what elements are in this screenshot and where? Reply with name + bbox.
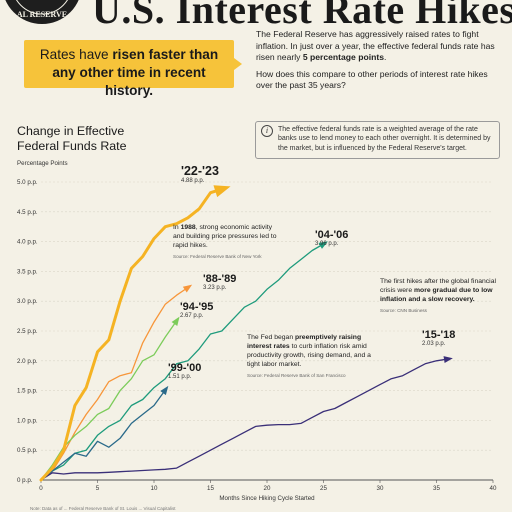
x-tick-label: 0 xyxy=(39,485,43,492)
series-line xyxy=(40,243,325,481)
intro-text-end: . xyxy=(384,52,387,62)
series-label-22-23: '22-'23 4.88 p.p. xyxy=(181,164,219,185)
info-box: i The effective federal funds rate is a … xyxy=(255,121,500,159)
series-value: 2.67 p.p. xyxy=(180,313,204,319)
series-value: 4.88 p.p. xyxy=(181,178,205,184)
y-tick-label: 3.5 p.p. xyxy=(17,268,38,275)
series-line xyxy=(39,187,224,482)
intro-text: The Federal Reserve has aggressively rai… xyxy=(256,29,506,97)
note-1999-post: to curb inflation risk amid productivity… xyxy=(247,343,371,368)
y-axis-label: Percentage Points xyxy=(17,160,68,167)
x-tick-label: 15 xyxy=(207,485,214,492)
series-arrowhead xyxy=(318,241,328,249)
note-1988-source: Source: Federal Reserve Bank of New York xyxy=(173,254,262,259)
note-1988-pre: In xyxy=(173,224,181,231)
series-name: '94-'95 xyxy=(180,301,214,313)
series-label-04-06: '04-'06 3.96 p.p. xyxy=(315,229,348,248)
series-arrowhead xyxy=(182,284,193,293)
callout-arrow xyxy=(234,58,242,70)
note-1999: The Fed began preemptively raising inter… xyxy=(247,333,377,380)
x-tick-label: 5 xyxy=(96,485,100,492)
series-arrowhead xyxy=(213,185,231,198)
y-tick-label: 5.0 p.p. xyxy=(17,179,38,186)
note-1999-pre: The Fed began xyxy=(247,334,295,341)
series-arrowhead xyxy=(160,385,169,396)
series-line xyxy=(40,389,166,481)
note-1999-source: Source: Federal Reserve Bank of San Fran… xyxy=(247,373,346,378)
y-tick-label: 2.0 p.p. xyxy=(17,358,38,365)
series-label-88-89: '88-'89 3.23 p.p. xyxy=(203,273,236,292)
note-1988-post: , strong economic activity and building … xyxy=(173,224,277,249)
note-2015: The first hikes after the global financi… xyxy=(380,277,502,315)
series-arrowhead xyxy=(171,316,180,326)
y-tick-label: 4.0 p.p. xyxy=(17,239,38,246)
x-tick-label: 30 xyxy=(377,485,384,492)
footer-note: Note: Data as of ... Federal Reserve Ban… xyxy=(30,506,176,511)
page-title: U.S. Interest Rate Hikes xyxy=(92,0,512,32)
series-label-99-00: '99-'00 1.51 p.p. xyxy=(168,362,201,381)
y-tick-label: 1.5 p.p. xyxy=(17,388,38,395)
x-axis-label: Months Since Hiking Cycle Started xyxy=(219,495,315,502)
intro-text-1: The Federal Reserve has aggressively rai… xyxy=(256,29,495,62)
intro-bold: 5 percentage points xyxy=(302,52,384,62)
seal-text: AL RESERVE xyxy=(17,10,67,19)
series-line xyxy=(40,358,449,481)
series-name: '99-'00 xyxy=(168,362,202,374)
federal-reserve-seal: AL RESERVE xyxy=(0,0,90,24)
headline-callout: Rates have risen faster than any other t… xyxy=(24,40,234,98)
chart-title: Change in Effective Federal Funds Rate xyxy=(17,124,127,153)
y-tick-label: 4.5 p.p. xyxy=(17,209,38,216)
intro-question: How does this compare to other periods o… xyxy=(256,68,488,91)
note-2015-pre: The first hikes after the global financi… xyxy=(380,278,496,294)
series-label-15-18: '15-'18 2.03 p.p. xyxy=(422,329,455,348)
note-1988-bold: 1988 xyxy=(180,224,196,231)
note-1999-bold: preemptively raising interest rates xyxy=(247,334,362,350)
y-tick-label: 0 p.p. xyxy=(17,477,33,484)
intro-paragraph: The Federal Reserve has aggressively rai… xyxy=(256,29,506,64)
series-name: '15-'18 xyxy=(422,329,456,341)
note-2015-source: Source: CNN Business xyxy=(380,308,427,313)
y-tick-label: 3.0 p.p. xyxy=(17,298,38,305)
x-tick-label: 35 xyxy=(433,485,440,492)
series-value: 1.51 p.p. xyxy=(168,374,192,380)
y-tick-label: 0.5 p.p. xyxy=(17,447,38,454)
x-tick-label: 10 xyxy=(151,485,158,492)
series-value: 2.03 p.p. xyxy=(422,341,446,347)
series-value: 3.96 p.p. xyxy=(315,241,339,247)
y-tick-label: 2.5 p.p. xyxy=(17,328,38,335)
series-arrowhead xyxy=(443,356,453,364)
note-1988: In 1988, strong economic activity and bu… xyxy=(173,223,285,261)
callout-prefix: Rates have xyxy=(39,47,113,62)
x-tick-label: 20 xyxy=(264,485,271,492)
info-text: The effective federal funds rate is a we… xyxy=(278,126,491,152)
series-name: '04-'06 xyxy=(315,229,349,241)
callout-highlight: risen faster than any other time in rece… xyxy=(52,47,219,98)
series-value: 3.23 p.p. xyxy=(203,285,227,291)
series-name: '22-'23 xyxy=(181,164,219,178)
x-tick-label: 25 xyxy=(320,485,327,492)
series-line xyxy=(40,286,189,481)
info-icon: i xyxy=(261,125,273,137)
series-name: '88-'89 xyxy=(203,273,237,285)
x-tick-label: 40 xyxy=(490,485,497,492)
note-2015-bold: more gradual due to low inflation and a … xyxy=(380,287,493,303)
y-tick-label: 1.0 p.p. xyxy=(17,417,38,424)
series-label-94-95: '94-'95 2.67 p.p. xyxy=(180,301,213,320)
